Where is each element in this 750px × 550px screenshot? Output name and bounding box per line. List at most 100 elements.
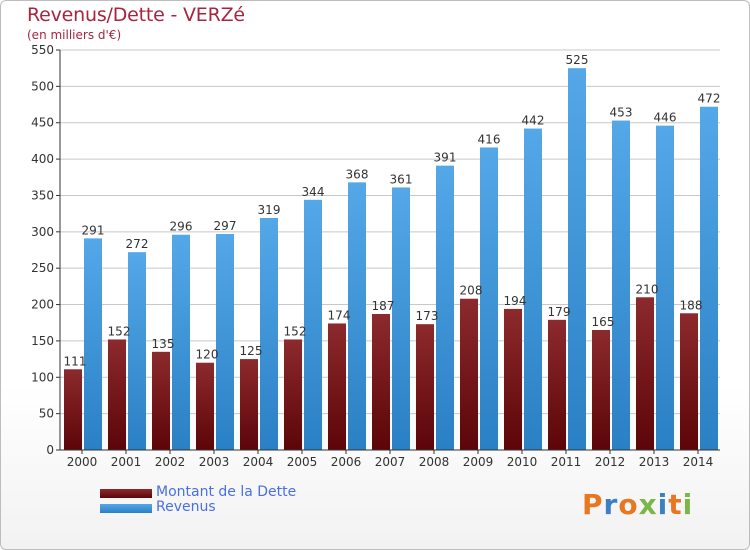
value-label-revenus-2007: 361: [390, 172, 413, 186]
bar-dette-2003: [196, 362, 214, 450]
value-label-revenus-2013: 446: [654, 111, 677, 125]
bar-dette-2007: [372, 314, 390, 450]
value-label-dette-2001: 152: [108, 324, 131, 338]
x-tick-label-2014: 2014: [683, 455, 714, 469]
bar-dette-2006: [328, 323, 346, 450]
value-label-dette-2009: 208: [460, 284, 483, 298]
bar-dette-2014: [680, 313, 698, 450]
proxiti-logo: Proxiti: [582, 488, 693, 521]
value-label-revenus-2008: 391: [434, 151, 457, 165]
x-tick-label-2012: 2012: [595, 455, 626, 469]
value-label-revenus-2012: 453: [610, 106, 633, 120]
value-label-revenus-2006: 368: [346, 167, 369, 181]
bar-revenus-2005: [304, 199, 322, 450]
bar-dette-2001: [108, 339, 126, 450]
y-tick-label: 200: [31, 298, 54, 312]
bar-revenus-2002: [172, 234, 190, 450]
bar-revenus-2007: [392, 187, 410, 451]
y-tick-label: 350: [31, 188, 54, 202]
bar-dette-2004: [240, 359, 258, 450]
value-label-dette-2004: 125: [240, 344, 263, 358]
x-tick-label-2007: 2007: [375, 455, 406, 469]
legend-swatch-revenus: [100, 504, 152, 513]
logo-letter: i: [657, 488, 669, 521]
value-label-dette-2006: 174: [328, 308, 351, 322]
value-label-dette-2007: 187: [372, 299, 395, 313]
logo-letter: i: [682, 488, 694, 521]
bar-revenus-2011: [568, 68, 586, 450]
value-label-dette-2010: 194: [504, 294, 527, 308]
value-label-dette-2012: 165: [592, 315, 615, 329]
value-label-dette-2003: 120: [196, 348, 219, 362]
bar-dette-2011: [548, 319, 566, 450]
x-tick-label-2010: 2010: [507, 455, 538, 469]
x-tick-label-2008: 2008: [419, 455, 450, 469]
y-tick-label: 450: [31, 116, 54, 130]
bar-revenus-2000: [84, 238, 102, 450]
value-label-revenus-2004: 319: [258, 203, 281, 217]
value-label-revenus-2002: 296: [170, 220, 193, 234]
bar-dette-2005: [284, 339, 302, 450]
bar-dette-2009: [460, 298, 478, 450]
bar-revenus-2004: [260, 218, 278, 450]
value-label-revenus-2001: 272: [126, 237, 149, 251]
x-tick-label-2000: 2000: [67, 455, 98, 469]
data-labels: 111 291 152 272 135 296 120 297 125 319 152 344 174 3…: [64, 53, 721, 368]
chart-title: Revenus/Dette - VERZé: [27, 4, 245, 26]
logo-letter: r: [603, 488, 619, 521]
y-tick-label: 400: [31, 152, 54, 166]
bar-revenus-2014: [700, 106, 718, 451]
bar-dette-2000: [64, 369, 82, 450]
axes: 0 50 100 150 200 250 300 350 400 450 500 550 2000 200…: [31, 43, 720, 469]
x-tick-label-2011: 2011: [551, 455, 582, 469]
value-label-revenus-2011: 525: [566, 53, 589, 67]
legend-label-revenus: Revenus: [156, 499, 216, 515]
bar-revenus-2001: [128, 252, 146, 450]
value-label-revenus-2014: 472: [698, 92, 721, 106]
x-tick-label-2009: 2009: [463, 455, 494, 469]
y-tick-label: 300: [31, 225, 54, 239]
y-tick-label: 550: [31, 43, 54, 57]
logo-letter: t: [668, 488, 683, 521]
legend-swatch-dette: [100, 489, 152, 498]
value-label-dette-2002: 135: [152, 337, 175, 351]
value-label-dette-2013: 210: [636, 282, 659, 296]
x-tick-label-2013: 2013: [639, 455, 670, 469]
bar-dette-2008: [416, 324, 434, 450]
bar-revenus-2009: [480, 147, 498, 451]
bar-revenus-2012: [612, 120, 630, 450]
y-tick-label: 250: [31, 261, 54, 275]
bars: [64, 68, 718, 451]
x-tick-label-2002: 2002: [155, 455, 186, 469]
y-tick-label: 0: [46, 443, 54, 457]
legend-label-dette: Montant de la Dette: [156, 484, 297, 500]
logo-letter: o: [618, 488, 639, 521]
bar-revenus-2006: [348, 182, 366, 450]
x-tick-label-2001: 2001: [111, 455, 142, 469]
bar-revenus-2003: [216, 234, 234, 450]
bar-dette-2010: [504, 308, 522, 450]
y-tick-label: 100: [31, 370, 54, 384]
bar-dette-2012: [592, 330, 610, 450]
y-tick-label: 150: [31, 334, 54, 348]
value-label-dette-2000: 111: [64, 354, 87, 368]
x-tick-label-2006: 2006: [331, 455, 362, 469]
chart-subtitle: (en milliers d'€): [27, 28, 122, 42]
value-label-revenus-2000: 291: [82, 223, 105, 237]
bar-dette-2002: [152, 351, 170, 450]
value-label-revenus-2005: 344: [302, 185, 325, 199]
logo-letter: x: [638, 488, 658, 521]
value-label-dette-2014: 188: [680, 298, 703, 312]
value-label-revenus-2010: 442: [522, 114, 545, 128]
y-tick-label: 500: [31, 79, 54, 93]
x-tick-label-2004: 2004: [243, 455, 274, 469]
value-label-dette-2011: 179: [548, 305, 571, 319]
x-tick-label-2003: 2003: [199, 455, 230, 469]
bar-revenus-2010: [524, 128, 542, 450]
logo-letter: P: [582, 488, 604, 521]
value-label-revenus-2003: 297: [214, 219, 237, 233]
y-tick-label: 50: [39, 407, 54, 421]
value-label-revenus-2009: 416: [478, 132, 501, 146]
bar-revenus-2008: [436, 165, 454, 451]
